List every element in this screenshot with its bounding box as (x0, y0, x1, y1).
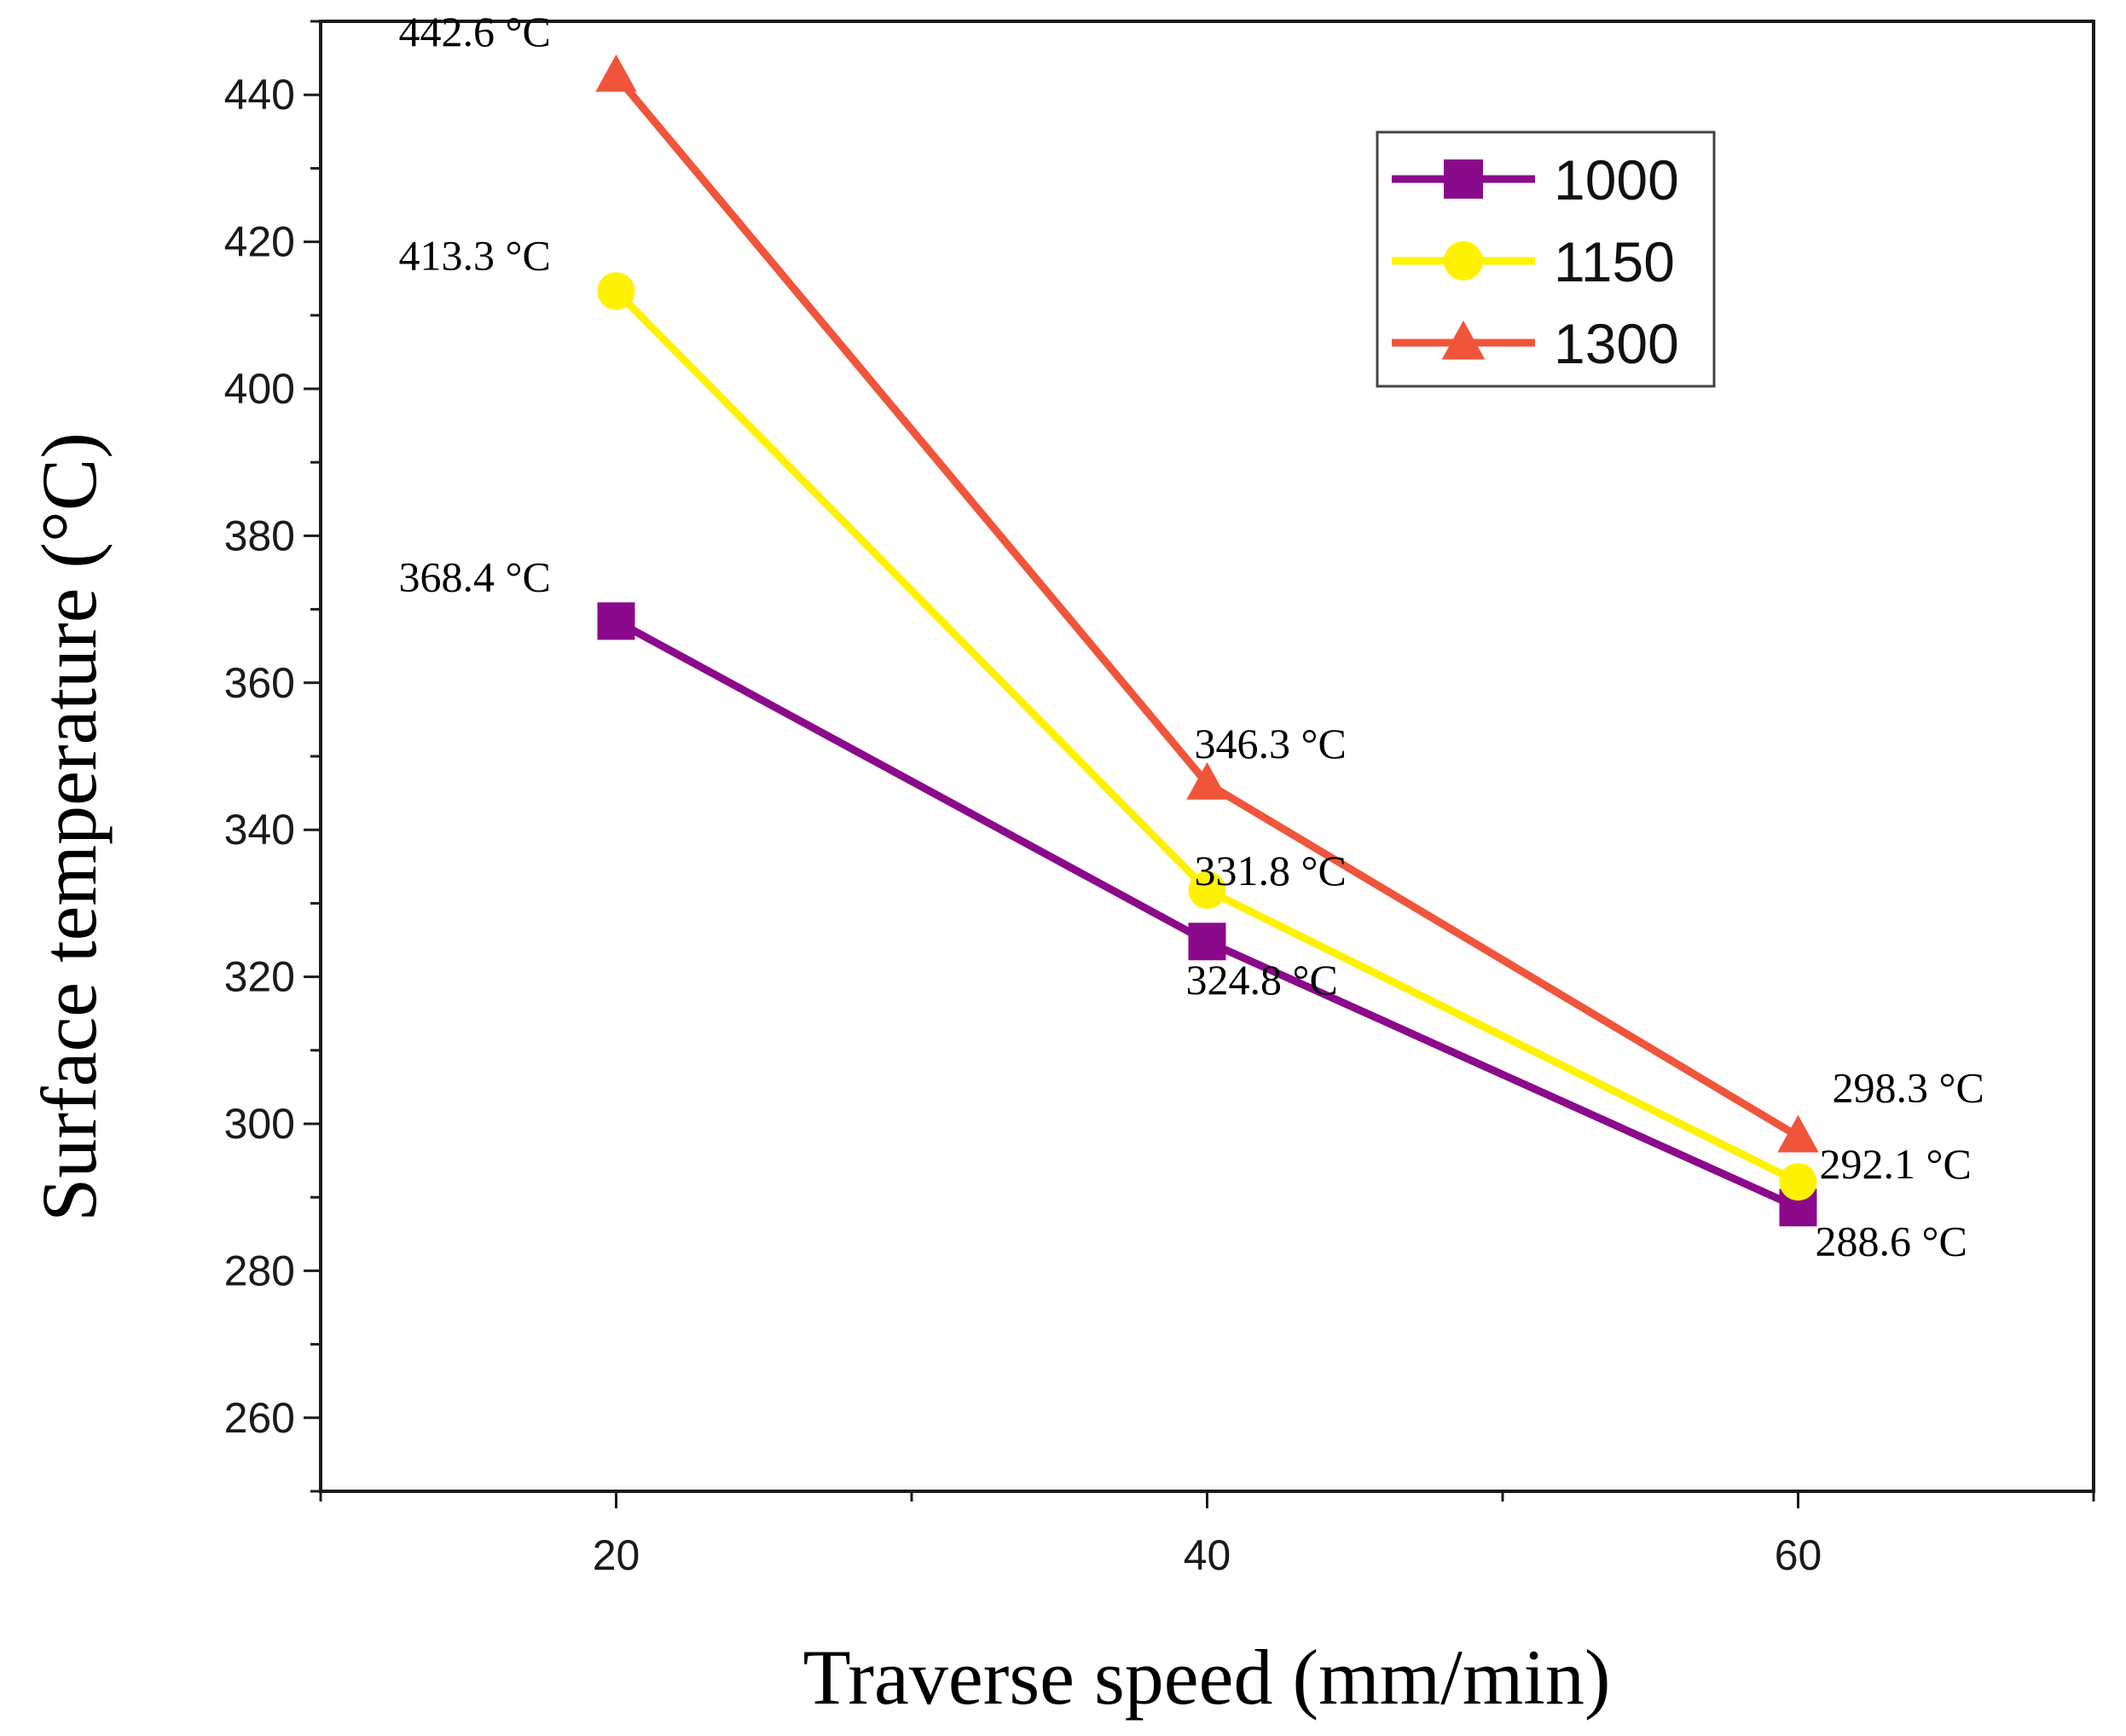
data-point-1000 (1188, 923, 1226, 961)
x-tick-label: 40 (1184, 1531, 1231, 1579)
data-label-1000: 368.4 °C (399, 553, 551, 600)
data-label-1300: 298.3 °C (1833, 1064, 1984, 1112)
data-point-1300 (1777, 1114, 1819, 1153)
x-axis-title: Traverse speed (mm/min) (802, 1634, 1610, 1721)
data-label-1150: 292.1 °C (1820, 1140, 1972, 1188)
y-tick-label: 400 (224, 365, 295, 413)
y-tick-label: 280 (224, 1247, 295, 1294)
data-label-1000: 324.8 °C (1186, 956, 1338, 1004)
data-label-1300: 346.3 °C (1195, 720, 1347, 767)
data-point-1300 (1186, 761, 1228, 800)
x-tick-label: 20 (593, 1531, 640, 1579)
y-tick-label: 320 (224, 953, 295, 1001)
data-point-1150 (1779, 1163, 1817, 1201)
y-tick-label: 440 (224, 71, 295, 119)
legend-label-1300: 1300 (1554, 312, 1679, 375)
y-tick-label: 360 (224, 659, 295, 707)
y-tick-label: 260 (224, 1394, 295, 1442)
data-label-1150: 331.8 °C (1195, 847, 1347, 894)
legend-marker-1000 (1444, 159, 1483, 199)
data-label-1300: 442.6 °C (399, 8, 551, 55)
legend-label-1150: 1150 (1554, 230, 1675, 293)
data-label-1000: 288.6 °C (1816, 1217, 1967, 1264)
y-tick-label: 420 (224, 218, 295, 266)
series-line-1000 (614, 617, 1800, 1212)
legend-label-1000: 1000 (1554, 148, 1679, 211)
y-axis-title: Surface temperature (°C) (26, 432, 113, 1222)
legend-marker-1150 (1444, 241, 1483, 281)
y-tick-label: 380 (224, 512, 295, 559)
y-tick-label: 300 (224, 1100, 295, 1148)
legend-marker-1300 (1441, 320, 1486, 360)
data-label-1150: 413.3 °C (399, 231, 551, 279)
data-point-1000 (597, 602, 635, 640)
x-tick-label: 60 (1775, 1531, 1822, 1579)
data-point-1150 (597, 272, 635, 310)
y-tick-label: 340 (224, 806, 295, 854)
data-point-1150 (1188, 871, 1226, 909)
data-point-1300 (595, 54, 637, 92)
